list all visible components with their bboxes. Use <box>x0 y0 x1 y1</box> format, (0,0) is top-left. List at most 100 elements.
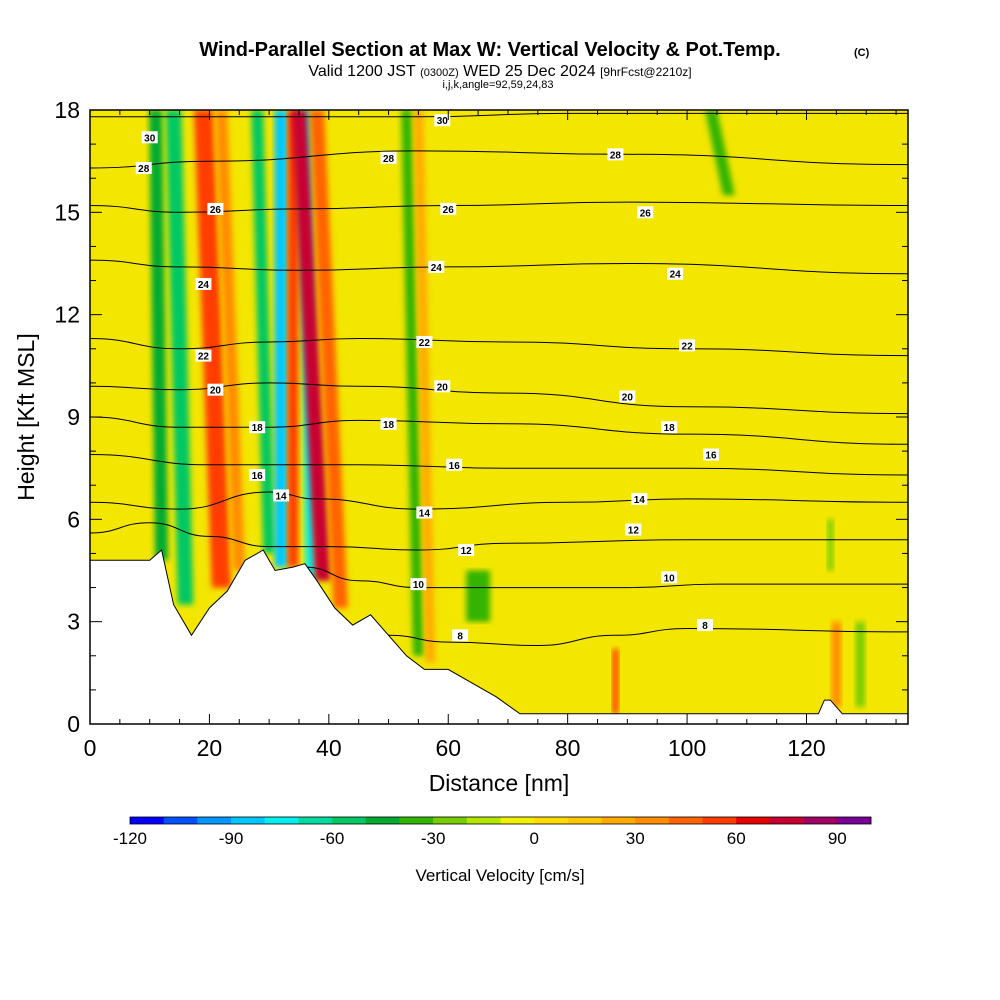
theta-label-bg-24-1 <box>428 260 445 273</box>
x-axis-label: Distance [nm] <box>429 770 570 796</box>
theta-label-20-2: 20 <box>622 393 634 404</box>
theta-label-8-1: 8 <box>702 621 708 632</box>
x-tick-label-20: 20 <box>197 735 223 761</box>
theta-label-26-2: 26 <box>640 208 652 219</box>
theta-label-bg-14-1 <box>416 506 433 519</box>
theta-label-bg-16-1 <box>446 458 463 471</box>
colorbar-swatch-8 <box>399 817 434 824</box>
colorbar-tick-90: 90 <box>828 829 847 848</box>
x-tick-label-0: 0 <box>84 735 97 761</box>
colorbar-swatch-18 <box>736 817 771 824</box>
colorbar-swatch-0 <box>130 817 164 824</box>
theta-contour-24 <box>90 259 908 275</box>
theta-contour-8 <box>388 627 908 647</box>
theta-label-bg-8-1 <box>696 619 713 632</box>
velocity-band-10 <box>401 110 424 656</box>
theta-label-bg-20-2 <box>619 390 636 403</box>
theta-label-bg-14-2 <box>631 492 648 505</box>
theta-label-bg-18-1 <box>380 417 397 430</box>
subtitle-date: WED 25 Dec 2024 <box>463 63 596 80</box>
theta-label-bg-14-0 <box>273 489 290 502</box>
theta-label-28-1: 28 <box>383 154 395 165</box>
copyright-mark: (C) <box>854 47 870 59</box>
colorbar-swatch-6 <box>332 817 367 824</box>
theta-label-bg-24-0 <box>195 277 212 290</box>
velocity-band-1 <box>165 110 194 605</box>
colorbar-swatch-16 <box>668 817 703 824</box>
colorbar-swatch-11 <box>500 817 535 824</box>
velocity-band-11 <box>413 110 436 663</box>
theta-label-16-0: 16 <box>252 471 264 482</box>
theta-label-16-2: 16 <box>705 451 717 462</box>
colorbar-swatch-3 <box>231 817 266 824</box>
params-line: i,j,k,angle=92,59,24,83 <box>442 79 553 91</box>
theta-label-10-1: 10 <box>664 573 676 584</box>
colorbar-label: Vertical Velocity [cm/s] <box>415 866 584 885</box>
theta-label-10-0: 10 <box>413 580 425 591</box>
y-tick-label-3: 3 <box>67 609 80 635</box>
theta-label-24-0: 24 <box>198 280 210 291</box>
plot-area: 30 30 28 28 28 26 26 26 24 24 24 22 22 22 20 20 20 18 18 18… <box>90 110 908 724</box>
colorbar-swatch-19 <box>769 817 804 824</box>
theta-label-16-1: 16 <box>449 461 461 472</box>
colorbar-swatch-1 <box>163 817 198 824</box>
colorbar-swatch-7 <box>365 817 400 824</box>
y-tick-label-18: 18 <box>54 97 80 123</box>
colorbar-tick--120: -120 <box>113 829 147 848</box>
y-tick-label-9: 9 <box>67 404 80 430</box>
colorbar-tick--60: -60 <box>320 829 345 848</box>
terrain-mask <box>90 549 908 724</box>
velocity-band-0 <box>149 110 169 561</box>
y-tick-label-0: 0 <box>67 711 80 737</box>
theta-contour-16 <box>90 454 908 476</box>
colorbar-frame <box>129 816 872 825</box>
colorbar-swatch-13 <box>567 817 602 824</box>
theta-label-22-1: 22 <box>419 338 431 349</box>
colorbar-tick-0: 0 <box>529 829 538 848</box>
colorbar-tick-60: 60 <box>727 829 746 848</box>
theta-label-20-1: 20 <box>437 382 449 393</box>
chart-subtitle: Valid 1200 JST (0300Z) WED 25 Dec 2024 [… <box>308 63 691 80</box>
colorbar-tick--30: -30 <box>421 829 446 848</box>
velocity-band-17 <box>855 621 865 707</box>
theta-label-bg-28-2 <box>607 148 624 161</box>
theta-label-bg-30-1 <box>434 114 451 127</box>
theta-contour-28 <box>90 150 908 169</box>
theta-label-18-0: 18 <box>252 423 264 434</box>
theta-contour-10 <box>304 566 908 589</box>
velocity-band-4 <box>251 110 276 554</box>
theta-label-14-2: 14 <box>634 495 646 506</box>
y-axis-label: Height [Kft MSL] <box>13 333 39 500</box>
colorbar-swatch-4 <box>264 817 299 824</box>
theta-label-12-0: 12 <box>461 546 473 557</box>
theta-label-bg-20-0 <box>207 383 224 396</box>
theta-contour-labels: 30 30 28 28 28 26 26 26 24 24 24 22 22 22 20 20 20 18 18 18… <box>135 114 719 642</box>
velocity-band-5 <box>274 110 288 568</box>
theta-label-14-0: 14 <box>276 491 288 502</box>
x-tick-label-40: 40 <box>316 735 342 761</box>
colorbar: -120 -90 -60 -30 0 30 60 90 <box>113 816 872 848</box>
theta-label-12-1: 12 <box>628 526 640 537</box>
theta-label-28-2: 28 <box>610 150 622 161</box>
theta-label-bg-26-0 <box>207 202 224 215</box>
theta-label-30-0: 30 <box>144 133 156 144</box>
colorbar-swatch-21 <box>837 817 872 824</box>
theta-label-bg-10-0 <box>410 578 427 591</box>
theta-label-bg-22-1 <box>416 335 433 348</box>
theta-label-8-0: 8 <box>457 631 463 642</box>
theta-label-bg-12-0 <box>458 544 475 557</box>
velocity-band-2 <box>193 110 231 588</box>
velocity-band-14 <box>705 110 735 196</box>
x-tick-label-80: 80 <box>555 735 581 761</box>
theta-label-22-0: 22 <box>198 352 210 363</box>
velocity-band-8 <box>291 110 331 581</box>
theta-label-bg-18-2 <box>661 421 678 434</box>
theta-label-20-0: 20 <box>210 386 222 397</box>
theta-label-bg-18-0 <box>249 421 266 434</box>
theta-contour-12 <box>90 522 908 551</box>
theta-label-bg-12-1 <box>625 523 642 536</box>
subtitle-forecast: [9hrFcst@2210z] <box>600 65 692 79</box>
colorbar-swatch-10 <box>466 817 501 824</box>
theta-label-24-2: 24 <box>670 270 682 281</box>
